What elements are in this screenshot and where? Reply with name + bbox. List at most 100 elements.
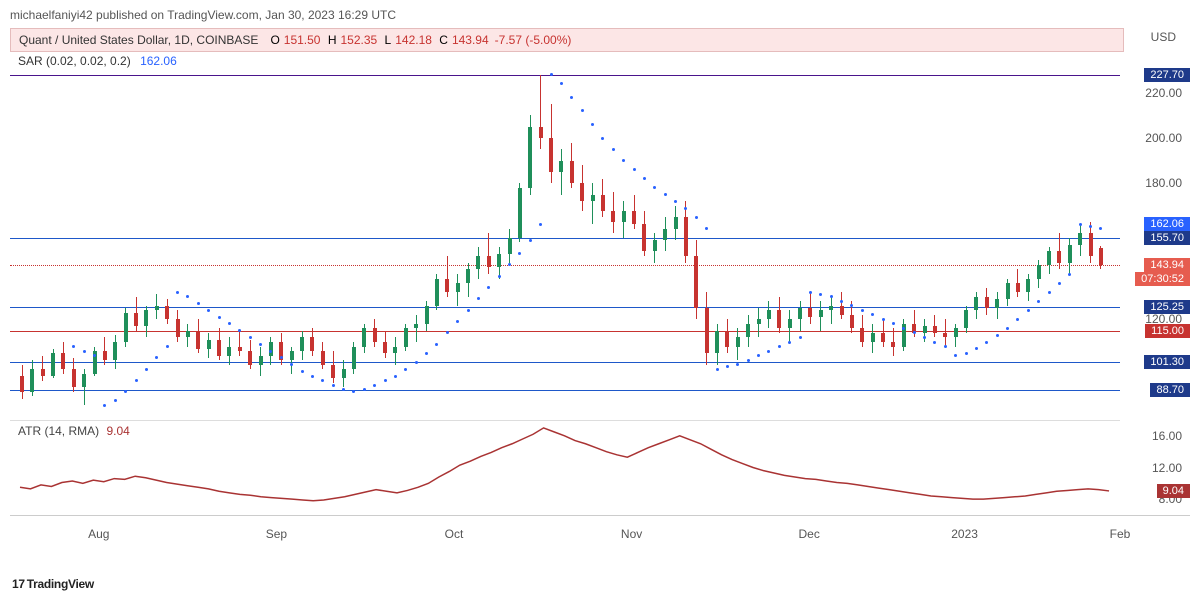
sar-dot bbox=[332, 384, 335, 387]
sar-dot bbox=[1006, 327, 1009, 330]
candle-wick bbox=[488, 233, 489, 274]
level-price-label: 115.00 bbox=[1145, 324, 1190, 338]
candle-body bbox=[124, 313, 128, 342]
logo-mark: 17 bbox=[12, 577, 25, 591]
sar-dot bbox=[456, 320, 459, 323]
candle-body bbox=[103, 351, 107, 360]
atr-axis[interactable]: 16.0012.008.009.04 bbox=[1120, 420, 1190, 515]
horizontal-level-line[interactable] bbox=[10, 307, 1120, 308]
currency-label: USD bbox=[1151, 30, 1176, 44]
sar-dot bbox=[882, 318, 885, 321]
candle-body bbox=[1026, 279, 1030, 293]
candle-body bbox=[985, 297, 989, 308]
time-axis[interactable]: AugSepOctNovDec2023Feb bbox=[10, 521, 1120, 541]
horizontal-level-line[interactable] bbox=[10, 362, 1120, 363]
atr-chart-canvas[interactable] bbox=[10, 420, 1120, 515]
tradingview-logo: 17TradingView bbox=[12, 577, 94, 591]
sar-dot bbox=[1016, 318, 1019, 321]
sar-dot bbox=[716, 368, 719, 371]
sar-dot bbox=[840, 300, 843, 303]
sar-dot bbox=[560, 82, 563, 85]
candle-body bbox=[1016, 283, 1020, 292]
candle-body bbox=[1047, 251, 1051, 265]
high-value: 152.35 bbox=[341, 33, 378, 47]
sar-dot bbox=[435, 343, 438, 346]
candle-body bbox=[196, 331, 200, 349]
low-value: 142.18 bbox=[395, 33, 432, 47]
candle-body bbox=[943, 333, 947, 338]
o-label: O bbox=[270, 33, 279, 47]
sar-dot bbox=[394, 375, 397, 378]
candle-body bbox=[414, 324, 418, 329]
level-price-label: 155.70 bbox=[1144, 231, 1190, 245]
horizontal-level-line[interactable] bbox=[10, 390, 1120, 391]
candle-body bbox=[41, 369, 45, 376]
sar-dot bbox=[664, 193, 667, 196]
candle-body bbox=[373, 328, 377, 342]
candle-body bbox=[549, 138, 553, 172]
sar-dot bbox=[705, 227, 708, 230]
sar-dot bbox=[633, 168, 636, 171]
sar-dot bbox=[965, 352, 968, 355]
candle-body bbox=[176, 319, 180, 337]
candle-body bbox=[808, 308, 812, 317]
candle-body bbox=[186, 331, 190, 338]
candle-body bbox=[1068, 245, 1072, 263]
ohlc-block: O151.50 H152.35 L142.18 C143.94 bbox=[266, 33, 488, 47]
candle-wick bbox=[416, 315, 417, 342]
candle-body bbox=[1057, 251, 1061, 262]
horizontal-level-line[interactable] bbox=[10, 75, 1120, 76]
sar-name: SAR (0.02, 0.02, 0.2) bbox=[18, 54, 131, 68]
sar-dot bbox=[674, 200, 677, 203]
candle-body bbox=[974, 297, 978, 311]
candle-body bbox=[383, 342, 387, 353]
candle-body bbox=[829, 306, 833, 311]
candle-body bbox=[476, 256, 480, 270]
candle-body bbox=[518, 188, 522, 238]
level-price-label: 88.70 bbox=[1150, 383, 1190, 397]
candle-body bbox=[684, 217, 688, 256]
pane-separator bbox=[10, 420, 1120, 421]
candle-wick bbox=[561, 149, 562, 194]
sar-dot bbox=[207, 309, 210, 312]
candle-body bbox=[113, 342, 117, 360]
candle-wick bbox=[239, 331, 240, 356]
candle-body bbox=[425, 306, 429, 324]
candle-wick bbox=[540, 75, 541, 150]
candle-body bbox=[331, 365, 335, 379]
axis-separator bbox=[10, 515, 1190, 516]
price-tick: 220.00 bbox=[1145, 86, 1182, 100]
candle-body bbox=[20, 376, 24, 392]
sar-dot bbox=[819, 293, 822, 296]
sar-dot bbox=[467, 309, 470, 312]
candle-body bbox=[82, 374, 86, 388]
sar-dot bbox=[1089, 225, 1092, 228]
price-chart-canvas[interactable] bbox=[10, 70, 1120, 410]
sar-dot bbox=[591, 123, 594, 126]
sar-dot bbox=[736, 363, 739, 366]
sar-dot bbox=[228, 322, 231, 325]
candle-body bbox=[207, 340, 211, 349]
sar-dot bbox=[799, 336, 802, 339]
candle-body bbox=[51, 353, 55, 376]
horizontal-level-line[interactable] bbox=[10, 238, 1120, 239]
candle-body bbox=[757, 319, 761, 324]
sar-dot bbox=[186, 295, 189, 298]
candle-body bbox=[715, 331, 719, 354]
candle-body bbox=[591, 195, 595, 202]
price-axis[interactable]: 220.00200.00180.00120.00227.70155.70125.… bbox=[1120, 70, 1190, 410]
level-price-label: 125.25 bbox=[1144, 300, 1190, 314]
candle-body bbox=[248, 351, 252, 365]
sar-dot bbox=[767, 350, 770, 353]
sar-dot bbox=[218, 316, 221, 319]
candle-body bbox=[891, 342, 895, 347]
sar-dot bbox=[197, 302, 200, 305]
sar-dot bbox=[166, 345, 169, 348]
sar-dot bbox=[612, 148, 615, 151]
sar-dot bbox=[684, 207, 687, 210]
sar-dot bbox=[757, 354, 760, 357]
sar-value: 162.06 bbox=[140, 54, 177, 68]
sar-dot bbox=[321, 379, 324, 382]
candle-wick bbox=[831, 297, 832, 324]
candle-body bbox=[321, 351, 325, 365]
